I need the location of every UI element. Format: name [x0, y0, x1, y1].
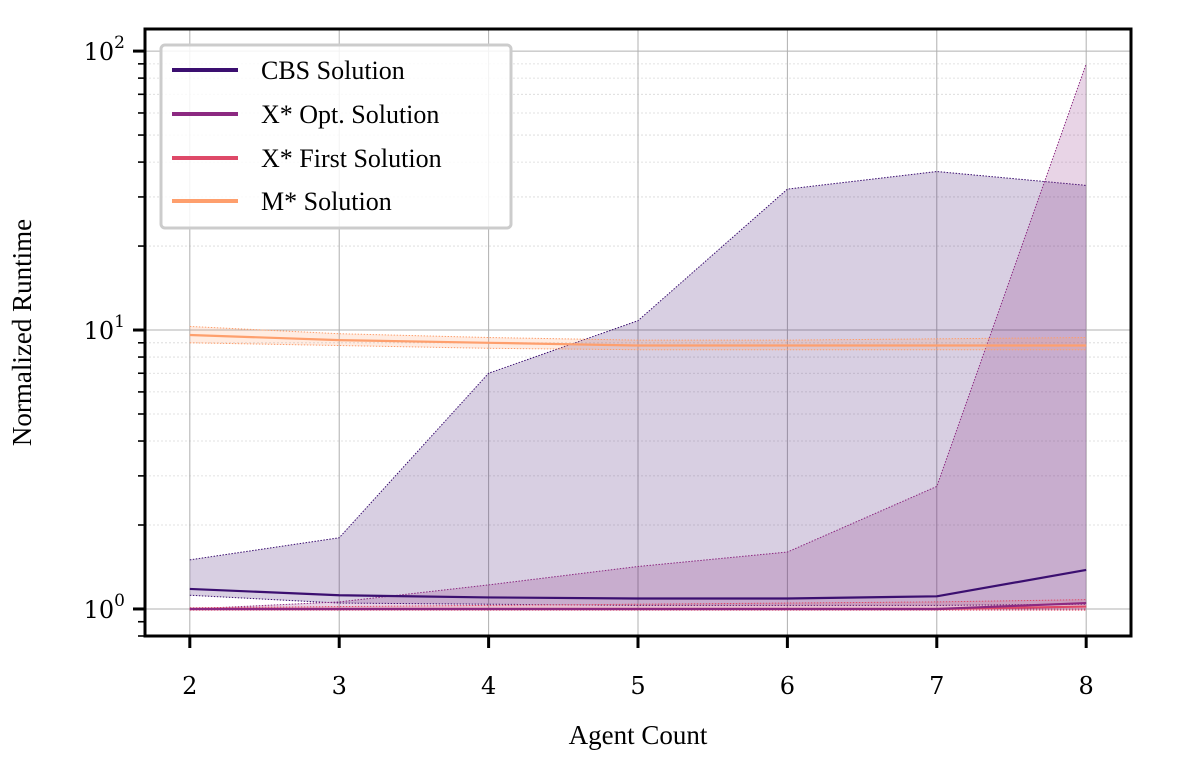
legend-label-cbs: CBS Solution — [261, 56, 405, 85]
axis-ticks: 2 3 4 5 6 7 8 100 101 102 — [84, 33, 1094, 700]
legend-item-cbs: CBS Solution — [172, 56, 405, 85]
band-area — [189, 599, 1087, 611]
x-tick-label: 7 — [929, 672, 944, 700]
series-line — [189, 601, 1087, 611]
y-tick-label: 102 — [84, 33, 125, 66]
legend-item-x-first: X* First Solution — [172, 144, 442, 173]
x-tick-label: 4 — [481, 672, 496, 700]
y-tick-label: 101 — [84, 312, 125, 345]
legend: CBS Solution X* Opt. Solution X* First S… — [159, 43, 513, 230]
x-tick-label: 3 — [332, 672, 347, 700]
band-upper-edge — [189, 63, 1087, 610]
series-line — [189, 568, 1087, 600]
band-area — [189, 63, 1087, 609]
x-tick-label: 5 — [630, 672, 645, 700]
legend-label-x-first: X* First Solution — [261, 144, 442, 173]
legend-label-m-star: M* Solution — [261, 187, 392, 216]
legend-label-x-opt: X* Opt. Solution — [261, 100, 439, 129]
legend-item-x-opt: X* Opt. Solution — [172, 100, 439, 129]
band-upper-edge — [189, 325, 1087, 341]
band-area — [189, 171, 1087, 606]
band-lower-edge — [189, 594, 1087, 606]
legend-box — [159, 43, 513, 230]
band-upper-edge — [189, 599, 1087, 609]
series-lines — [189, 333, 1087, 611]
y-tick-label: 100 — [84, 591, 125, 624]
y-axis-label: Normalized Runtime — [7, 219, 37, 446]
band-upper-edge — [189, 171, 1087, 561]
band-lower-edge — [189, 342, 1087, 351]
x-tick-label: 8 — [1079, 672, 1094, 700]
x-axis-label: Agent Count — [569, 720, 708, 750]
x-tick-label: 6 — [780, 672, 795, 700]
band-area — [189, 326, 1087, 350]
legend-item-m-star: M* Solution — [172, 187, 392, 216]
series-line — [189, 333, 1087, 347]
x-tick-label: 2 — [182, 672, 197, 700]
